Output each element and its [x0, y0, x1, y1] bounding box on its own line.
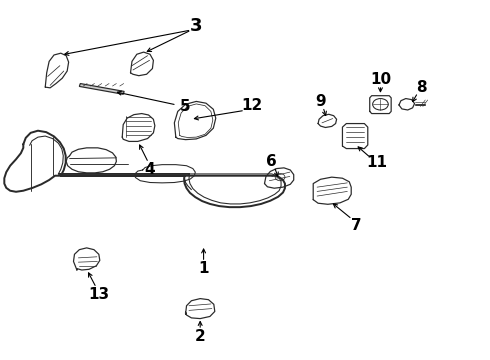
Text: 3: 3: [190, 17, 202, 35]
Text: 12: 12: [242, 98, 263, 113]
Text: 2: 2: [195, 329, 205, 344]
Text: 1: 1: [198, 261, 209, 276]
Polygon shape: [79, 84, 124, 94]
Text: 13: 13: [88, 287, 109, 302]
Text: 4: 4: [145, 162, 155, 177]
Text: 8: 8: [416, 80, 427, 95]
Text: 7: 7: [351, 218, 362, 233]
Text: 6: 6: [267, 154, 277, 169]
Text: 11: 11: [366, 156, 387, 170]
Text: 5: 5: [180, 99, 191, 114]
Text: 10: 10: [370, 72, 391, 87]
Text: 9: 9: [315, 94, 326, 109]
